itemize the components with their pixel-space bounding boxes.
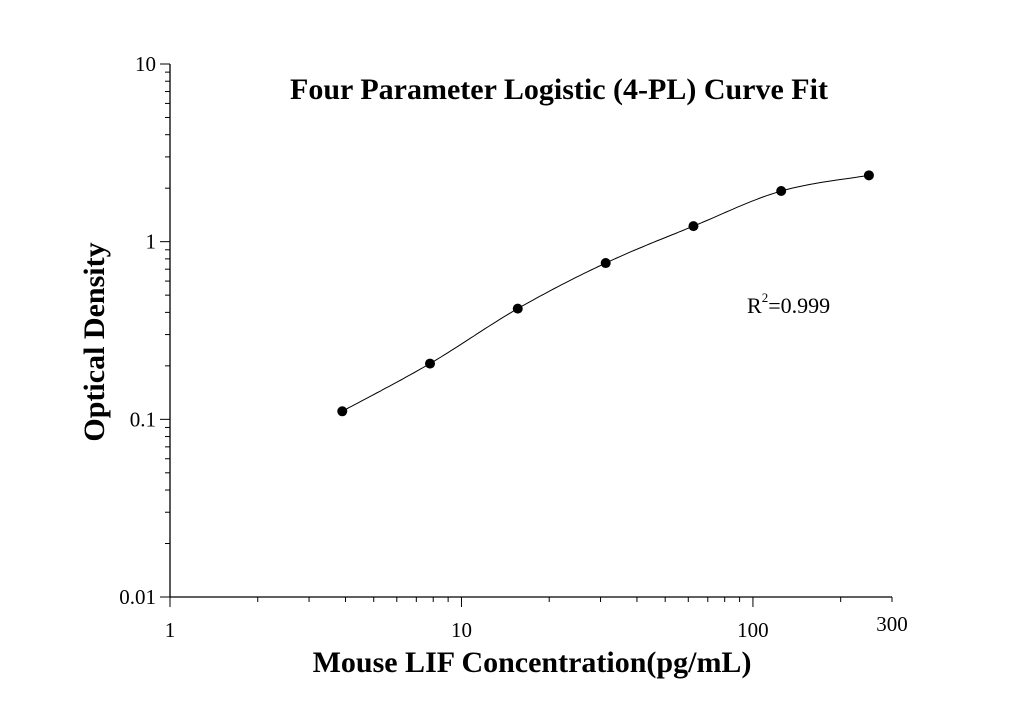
r-squared-label: R	[747, 293, 762, 318]
data-point	[863, 170, 874, 181]
r-squared-superscript: 2	[762, 290, 769, 305]
x-tick-label: 1	[165, 618, 176, 642]
chart-title: Four Parameter Logistic (4-PL) Curve Fit	[290, 73, 828, 106]
x-axis-label: Mouse LIF Concentration(pg/mL)	[313, 646, 752, 679]
data-point	[600, 258, 611, 269]
x-tick-label: 100	[737, 618, 769, 642]
data-point	[337, 406, 348, 417]
r-squared-annotation: R2=0.999	[747, 290, 830, 318]
data-point	[688, 221, 699, 232]
data-point	[512, 303, 523, 314]
axes	[169, 64, 892, 598]
data-point	[776, 186, 787, 197]
y-tick-label: 10	[135, 52, 156, 76]
y-tick-label: 0.01	[119, 585, 156, 609]
data-point	[425, 358, 436, 369]
y-axis-label: Optical Density	[78, 242, 111, 441]
r-squared-value: =0.999	[768, 293, 830, 318]
x-ticks: 1 10 100 300	[165, 597, 908, 642]
y-tick-label: 0.1	[130, 407, 156, 431]
x-tick-label: 10	[451, 618, 472, 642]
data-points	[337, 170, 874, 417]
y-tick-label: 1	[146, 230, 157, 254]
x-tick-label: 300	[876, 612, 908, 636]
y-ticks: 0.01 0.1 1 10	[119, 52, 170, 609]
